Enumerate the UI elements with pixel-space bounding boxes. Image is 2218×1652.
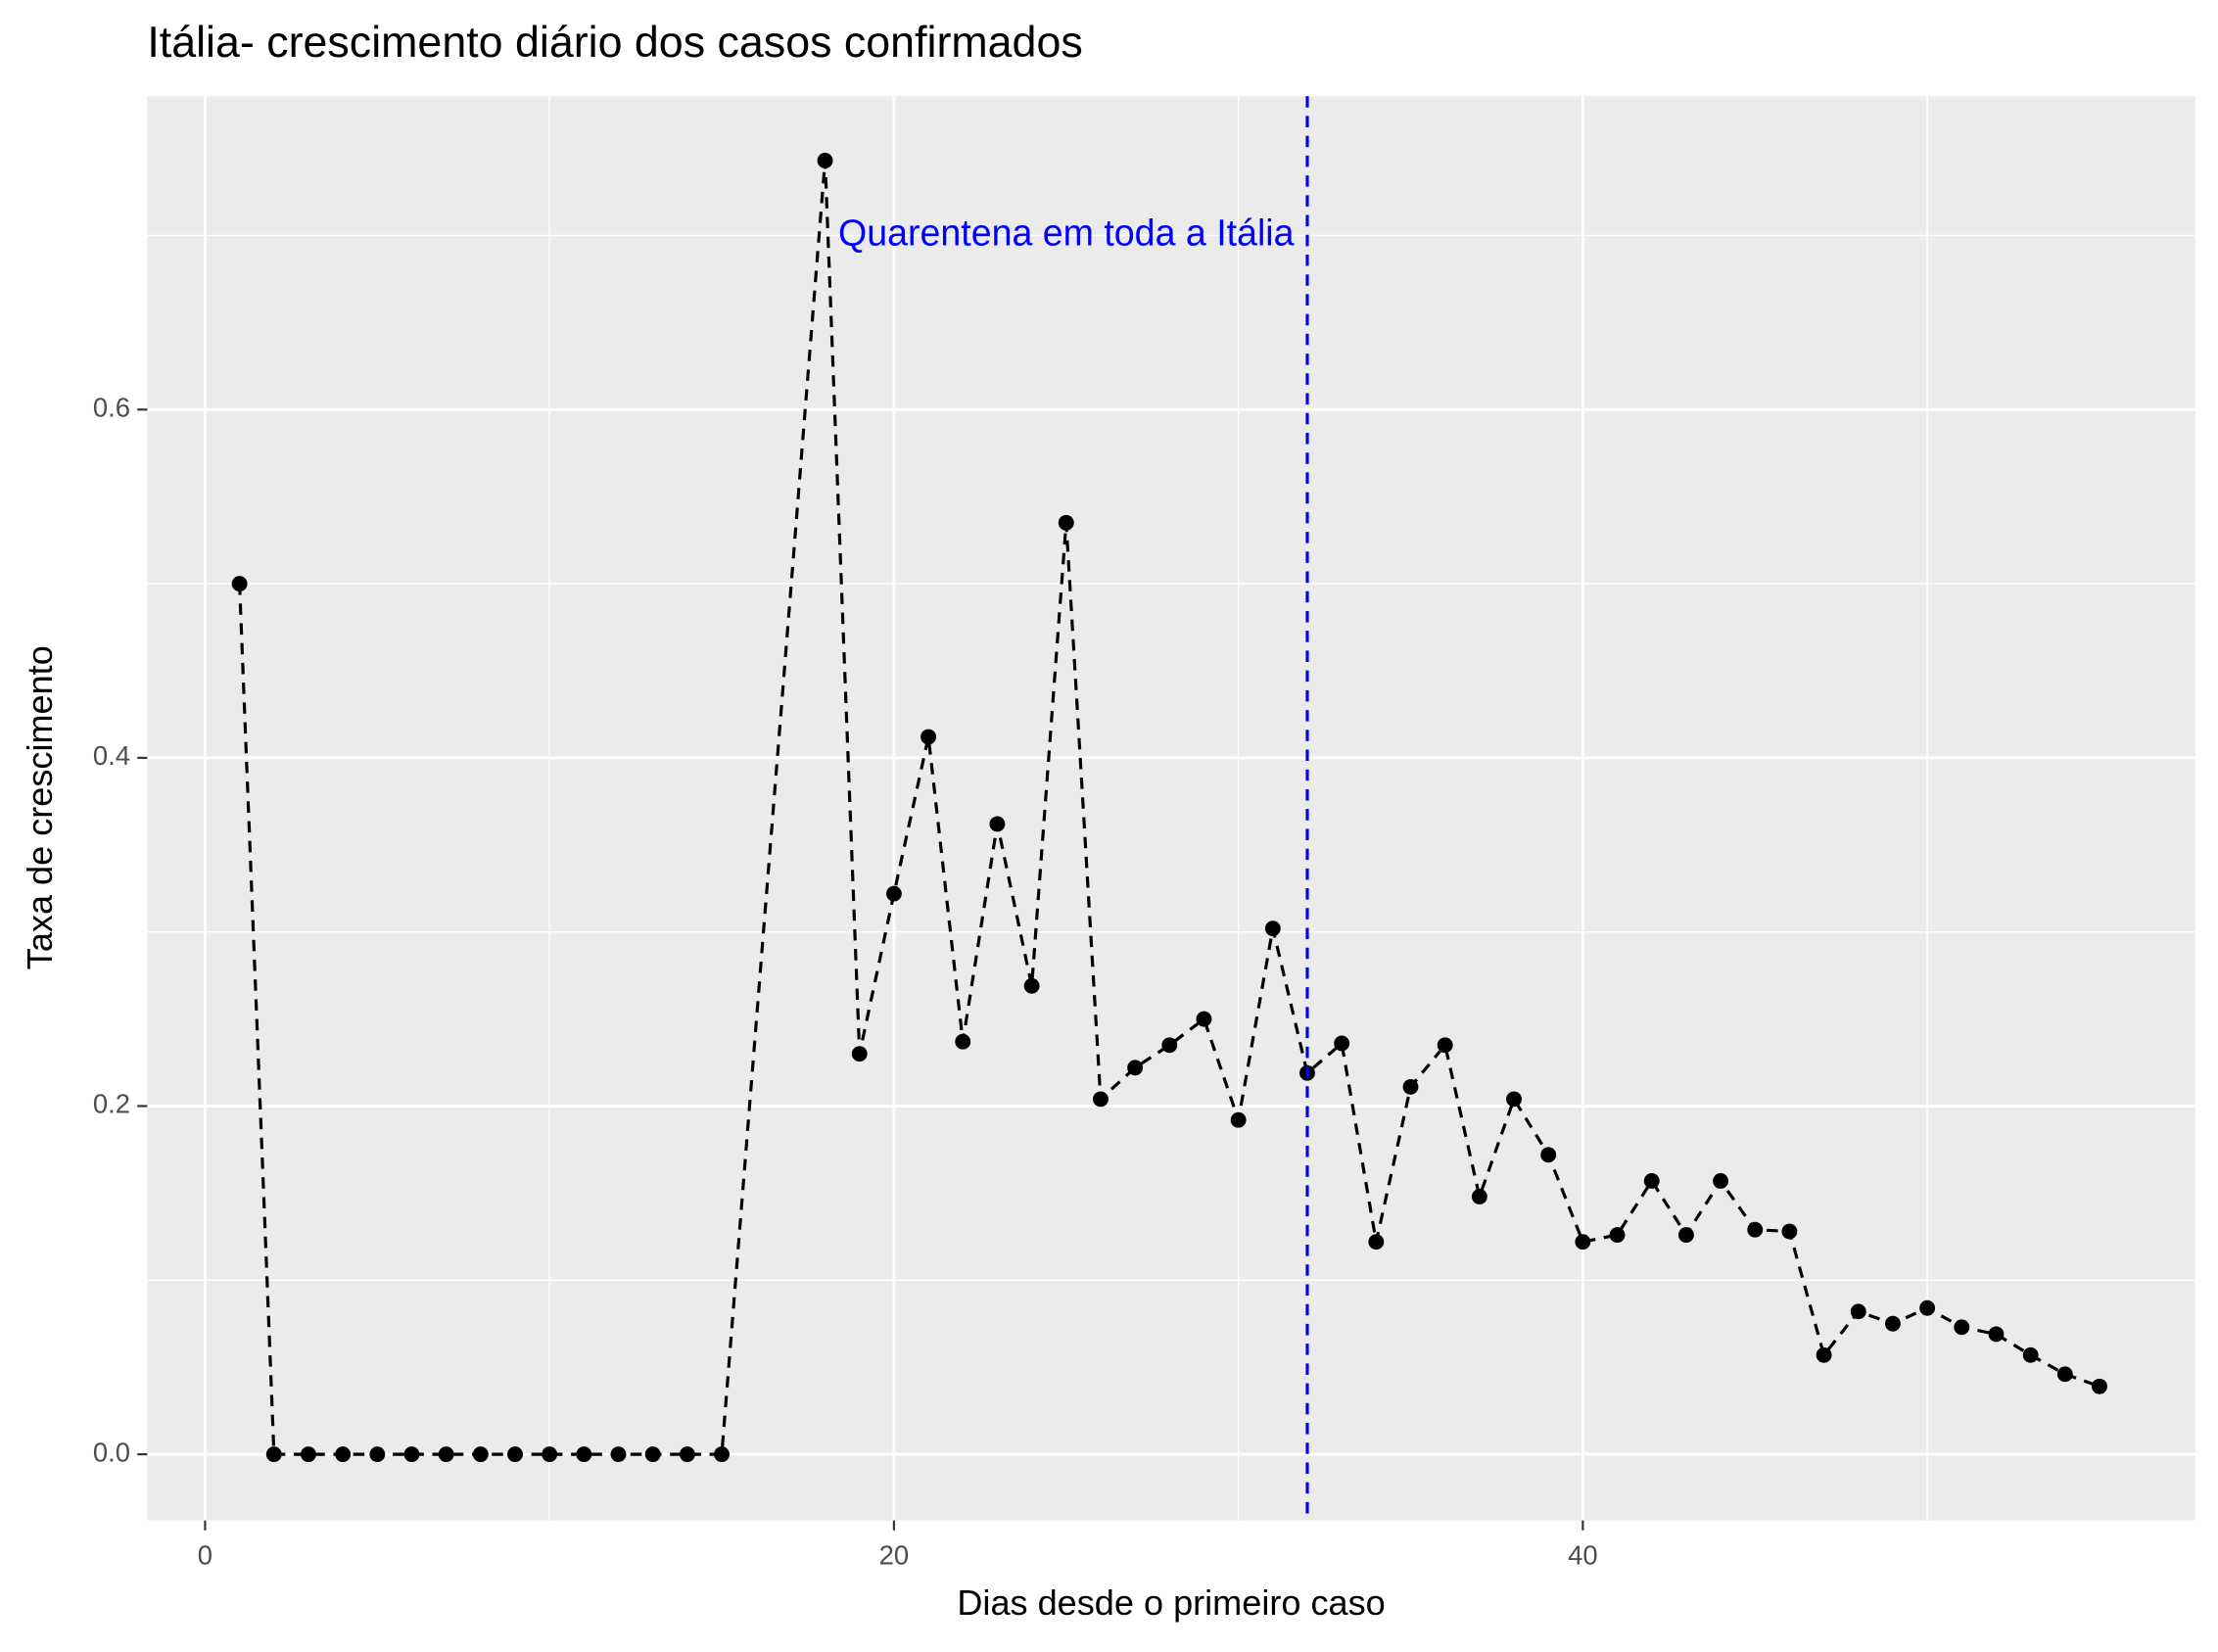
data-point [1196,1011,1212,1027]
x-tick-label: 20 [879,1539,910,1570]
data-point [576,1446,592,1463]
data-point [817,153,833,168]
data-point [1540,1147,1557,1163]
data-point [1643,1173,1660,1189]
data-point [1437,1037,1453,1054]
data-point [1609,1227,1626,1244]
data-point [1506,1091,1522,1108]
data-point [644,1446,661,1463]
data-point [1781,1223,1798,1240]
data-point [1093,1091,1109,1108]
annotation: Quarentena em toda a Itália [838,212,1295,253]
data-point [1884,1315,1901,1332]
data-point [1471,1189,1487,1204]
data-point [1230,1111,1247,1128]
data-point [1023,977,1040,994]
data-point [920,729,937,745]
data-point [679,1446,695,1463]
data-point [438,1446,454,1463]
y-tick-label: 0.4 [93,740,130,771]
data-point [1264,920,1281,937]
data-point [403,1446,420,1463]
data-point [335,1446,352,1463]
y-tick-label: 0.2 [93,1089,130,1119]
data-point [265,1446,282,1463]
data-point [2056,1366,2073,1383]
data-line [238,160,2100,1456]
data-point [1127,1060,1144,1076]
x-tick-label: 40 [1568,1539,1598,1570]
data-point [472,1446,489,1463]
data-point [714,1446,730,1463]
data-point [1919,1299,1936,1316]
panel [147,96,2195,1521]
y-axis-label: Taxa de crescimento [20,645,60,969]
data-point [1161,1037,1178,1054]
data-point [1677,1227,1694,1244]
data-point [1368,1234,1385,1251]
data-point [989,816,1006,832]
data-point [1816,1346,1832,1363]
x-tick-label: 0 [198,1539,212,1570]
data-point [851,1046,868,1062]
data-point [369,1446,386,1463]
data-point [542,1446,558,1463]
data-point [2092,1378,2107,1394]
data-point [610,1446,627,1463]
y-tick-label: 0.6 [93,393,130,423]
data-point [1747,1221,1764,1238]
data-point [231,576,248,592]
data-point [1334,1035,1350,1052]
x-axis-label: Dias desde o primeiro caso [957,1582,1385,1623]
data-point [2022,1346,2039,1363]
data-point [955,1033,971,1050]
data-point [885,885,902,902]
data-point [1988,1326,2005,1343]
y-tick-label: 0.0 [93,1437,130,1467]
data-point [1575,1234,1591,1251]
data-point [1850,1303,1866,1320]
data-point [301,1446,316,1463]
chart-title: Itália- crescimento diário dos casos con… [147,18,1082,67]
data-point [1402,1078,1419,1095]
data-point [507,1446,523,1463]
data-point [1713,1173,1729,1189]
data-point [1058,514,1074,531]
data-point [1954,1319,1970,1336]
